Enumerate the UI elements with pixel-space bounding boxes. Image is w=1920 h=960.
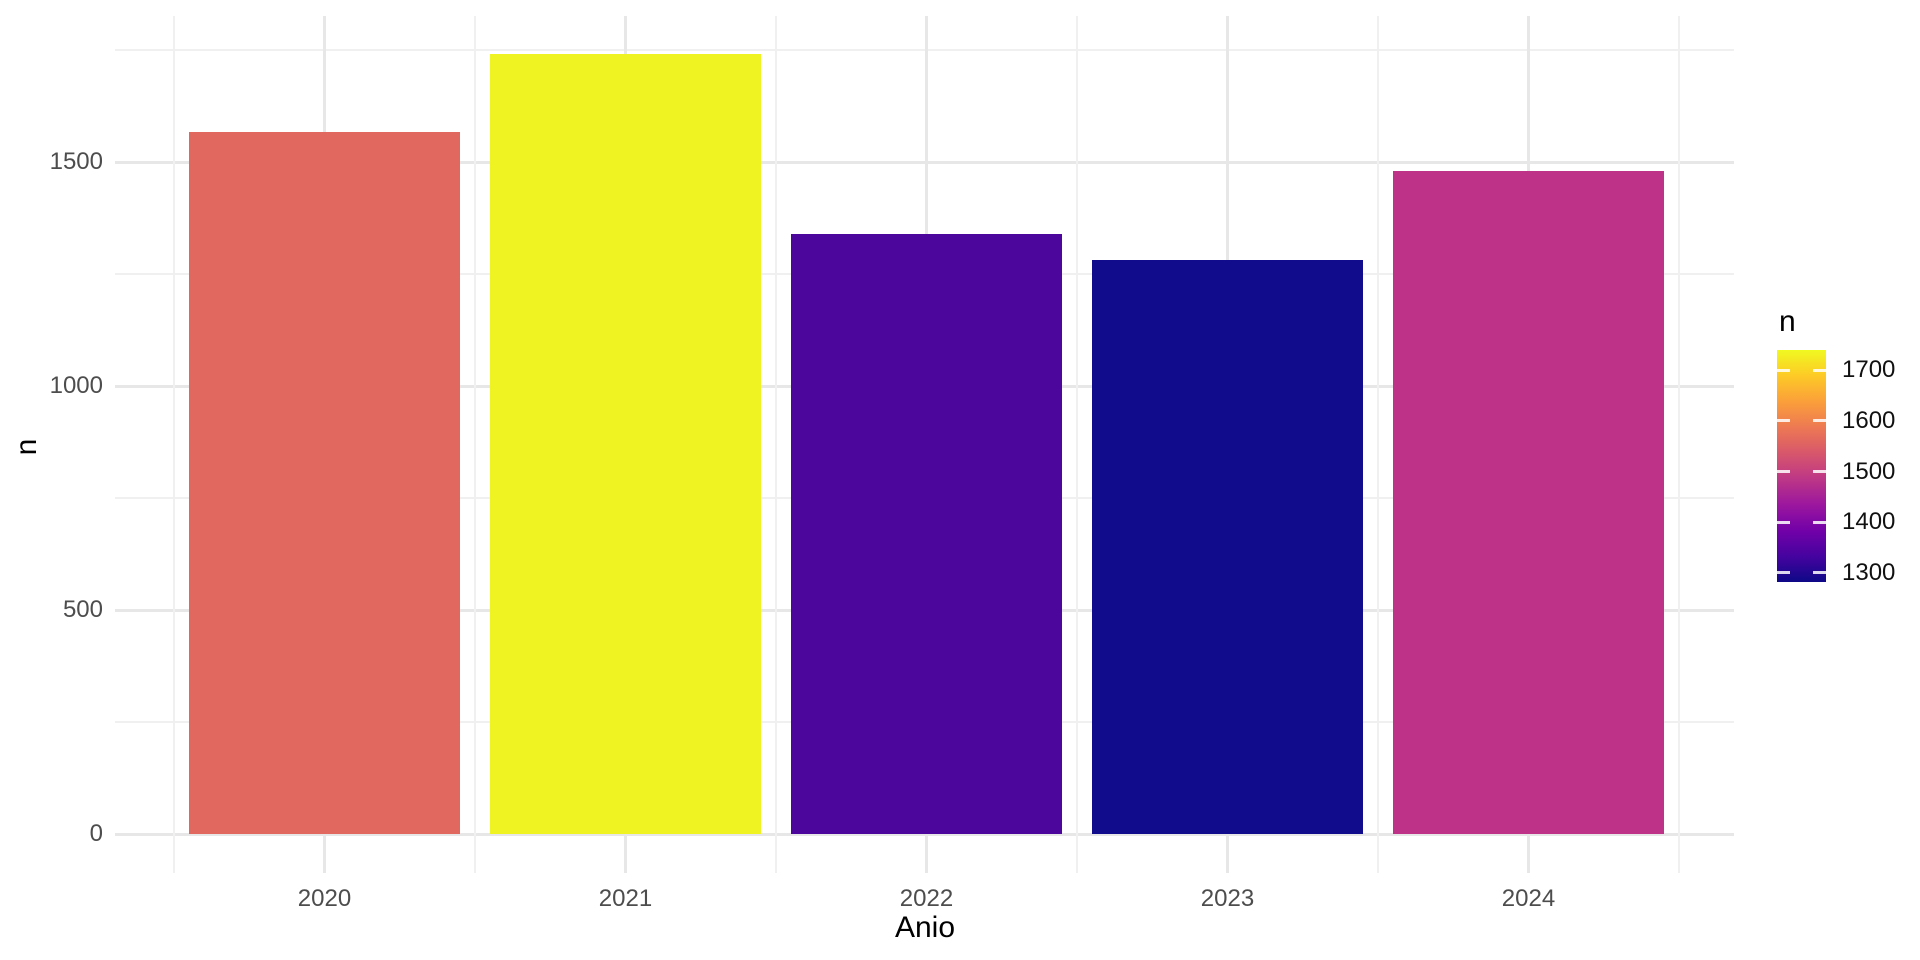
y-tick-label: 1000 [49,372,103,399]
bar-2020 [189,131,460,834]
legend-tick-label: 1500 [1842,457,1896,485]
x-tick-label: 2023 [1200,885,1255,912]
plot-panel [115,16,1734,873]
gridline-minor-vertical [1377,16,1379,873]
colorbar-tick-mark [1813,368,1826,372]
legend-title: n [1779,305,1796,338]
y-axis-title: n [10,438,43,456]
colorbar-tick-mark [1813,520,1826,524]
colorbar-tick-mark [1777,419,1790,423]
bar-2024 [1393,170,1664,834]
x-axis-title: Anio [894,911,956,944]
gridline-minor-horizontal [115,49,1734,51]
colorbar-tick-mark [1813,571,1826,575]
gridline-major-horizontal [115,832,1734,836]
legend-tick-label: 1600 [1842,406,1896,434]
legend-tick-label: 1700 [1842,356,1896,384]
x-tick-label: 2021 [598,885,653,912]
colorbar-tick-mark [1813,419,1826,423]
gridline-minor-vertical [173,16,175,873]
colorbar-tick-mark [1777,520,1790,524]
legend-colorbar [1777,350,1826,582]
x-tick-label: 2022 [899,885,954,912]
gridline-minor-vertical [1076,16,1078,873]
bar-2022 [791,233,1062,834]
x-tick-label: 2024 [1501,885,1556,912]
gridline-minor-vertical [775,16,777,873]
y-tick-label: 0 [89,820,103,847]
colorbar-tick-mark [1813,470,1826,474]
bar-2023 [1092,259,1363,834]
colorbar-tick-mark [1777,368,1790,372]
gridline-minor-vertical [474,16,476,873]
gridline-major-horizontal [115,160,1734,164]
y-tick-label: 1500 [49,148,103,175]
legend-tick-label: 1300 [1842,558,1896,586]
colorbar-tick-mark [1777,470,1790,474]
x-tick-label: 2020 [297,885,352,912]
y-tick-label: 500 [62,596,103,623]
colorbar-tick-mark [1777,571,1790,575]
gridline-minor-vertical [1678,16,1680,873]
legend-tick-label: 1400 [1842,508,1896,536]
bar-2021 [490,54,761,834]
